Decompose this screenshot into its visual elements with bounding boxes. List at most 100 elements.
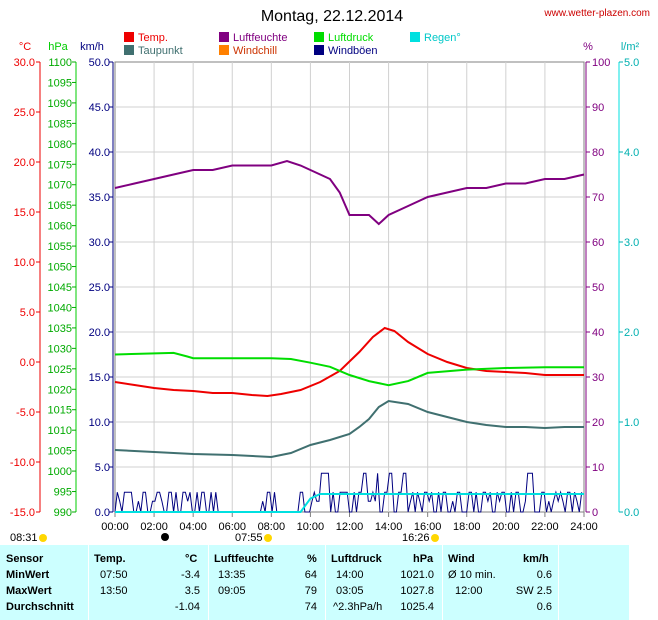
hpa-tick-label: 1100 bbox=[48, 57, 72, 69]
kmh-tick-label: 40.0 bbox=[89, 147, 110, 159]
pressure-avg-value: 1025.4 bbox=[400, 601, 434, 613]
hpa-tick-label: 1005 bbox=[48, 446, 72, 458]
sun-icon bbox=[264, 534, 272, 542]
header-sensor: Sensor bbox=[6, 553, 44, 565]
legend-label-humidity: Luftfeuchte bbox=[233, 32, 287, 44]
temp-min-time: 07:50 bbox=[100, 569, 128, 581]
wind-avg-value: 0.6 bbox=[536, 569, 552, 581]
hpa-tick-label: 1045 bbox=[48, 282, 72, 294]
grid bbox=[115, 62, 584, 512]
row-label: MinWert bbox=[6, 569, 50, 581]
pressure-min-value: 1021.0 bbox=[400, 569, 434, 581]
percent-tick-label: 20 bbox=[592, 417, 604, 429]
header-temp: Temp. bbox=[94, 553, 126, 565]
hpa-tick-label: 1085 bbox=[48, 118, 72, 130]
legend-swatch-pressure bbox=[314, 32, 324, 42]
rain-tick-label: 5.0 bbox=[624, 57, 639, 69]
celsius-tick-label: 25.0 bbox=[14, 107, 35, 119]
celsius-tick-label: 5.0 bbox=[20, 307, 35, 319]
kmh-tick-label: 30.0 bbox=[89, 237, 110, 249]
moonrise-time: 07:55 bbox=[235, 532, 263, 544]
divider bbox=[88, 545, 89, 620]
percent-tick-label: 70 bbox=[592, 192, 604, 204]
unit-percent: % bbox=[583, 41, 593, 53]
series-temp bbox=[114, 326, 584, 398]
kmh-tick-label: 0.0 bbox=[95, 507, 110, 519]
celsius-tick-label: 15.0 bbox=[14, 207, 35, 219]
legend-swatch-rain bbox=[410, 32, 420, 42]
time-tick-label: 14:00 bbox=[375, 521, 403, 533]
time-tick-label: 18:00 bbox=[453, 521, 481, 533]
pressure-max-value: 1027.8 bbox=[400, 585, 434, 597]
legend-label-temp: Temp. bbox=[138, 32, 168, 44]
kmh-tick-label: 50.0 bbox=[89, 57, 110, 69]
temp-max-value: 3.5 bbox=[184, 585, 200, 597]
hpa-tick-label: 1090 bbox=[48, 98, 72, 110]
percent-tick-label: 0 bbox=[592, 507, 598, 519]
legend-swatch-gusts bbox=[314, 45, 324, 55]
legend-swatch-dewpoint bbox=[124, 45, 134, 55]
header-temp-unit: °C bbox=[185, 553, 198, 565]
header-humidity-unit: % bbox=[307, 553, 317, 565]
kmh-tick-label: 15.0 bbox=[89, 372, 110, 384]
percent-tick-label: 90 bbox=[592, 102, 604, 114]
hpa-tick-label: 1010 bbox=[48, 425, 72, 437]
time-tick-label: 12:00 bbox=[336, 521, 364, 533]
humidity-min-time: 13:35 bbox=[218, 569, 246, 581]
hpa-tick-label: 995 bbox=[54, 487, 72, 499]
legend-swatch-windchill bbox=[219, 45, 229, 55]
header-wind-unit: km/h bbox=[523, 553, 549, 565]
time-tick-label: 22:00 bbox=[531, 521, 559, 533]
temp-min-value: -3.4 bbox=[181, 569, 200, 581]
divider bbox=[325, 545, 326, 620]
sunset-icon bbox=[431, 534, 439, 542]
series-luftdruck bbox=[114, 351, 584, 387]
sunrise-time: 08:31 bbox=[10, 532, 38, 544]
kmh-tick-label: 45.0 bbox=[89, 102, 110, 114]
wind-avg-label: Ø 10 min. bbox=[448, 569, 496, 581]
legend-swatch-temp bbox=[124, 32, 134, 42]
header-pressure-unit: hPa bbox=[413, 553, 434, 565]
time-tick-label: 04:00 bbox=[179, 521, 207, 533]
pressure-min-time: 14:00 bbox=[336, 569, 364, 581]
celsius-tick-label: 30.0 bbox=[14, 57, 35, 69]
weather-chart: Montag, 22.12.2014 www.wetter-plazen.com… bbox=[10, 8, 650, 544]
percent-tick-label: 40 bbox=[592, 327, 604, 339]
time-tick-label: 10:00 bbox=[297, 521, 325, 533]
legend-label-dewpoint: Taupunkt bbox=[138, 45, 183, 57]
temp-avg-value: -1.04 bbox=[174, 601, 200, 613]
hpa-tick-label: 1015 bbox=[48, 405, 72, 417]
rain-tick-label: 0.0 bbox=[624, 507, 639, 519]
percent-tick-label: 60 bbox=[592, 237, 604, 249]
series-taupunkt bbox=[114, 399, 584, 459]
hpa-tick-label: 1020 bbox=[48, 384, 72, 396]
legend-label-rain: Regen° bbox=[424, 32, 461, 44]
hpa-tick-label: 1050 bbox=[48, 262, 72, 274]
time-tick-label: 00:00 bbox=[101, 521, 129, 533]
sunrise-icon bbox=[39, 534, 47, 542]
unit-kmh: km/h bbox=[80, 41, 104, 53]
wind-avg-day-value: 0.6 bbox=[536, 601, 552, 613]
time-tick-label: 24:00 bbox=[570, 521, 598, 533]
row-label: Durchschnitt bbox=[6, 601, 74, 613]
legend: Temp. Luftfeuchte Luftdruck Regen° Taupunkt W… bbox=[124, 32, 461, 57]
humidity-max-time: 09:05 bbox=[218, 585, 246, 597]
kmh-tick-label: 35.0 bbox=[89, 192, 110, 204]
time-tick-label: 20:00 bbox=[492, 521, 520, 533]
percent-tick-label: 100 bbox=[592, 57, 610, 69]
hpa-tick-label: 1095 bbox=[48, 77, 72, 89]
sun-events: 08:31 07:55 16:26 bbox=[10, 532, 439, 544]
site-link[interactable]: www.wetter-plazen.com bbox=[543, 8, 650, 19]
legend-label-windchill: Windchill bbox=[233, 45, 277, 57]
rain-tick-label: 1.0 bbox=[624, 417, 639, 429]
header-wind: Wind bbox=[448, 553, 475, 565]
time-tick-label: 16:00 bbox=[414, 521, 442, 533]
hpa-tick-label: 1075 bbox=[48, 159, 72, 171]
divider bbox=[442, 545, 443, 620]
kmh-tick-label: 20.0 bbox=[89, 327, 110, 339]
pressure-trend: ^2.3hPa/h bbox=[333, 601, 383, 613]
hpa-tick-label: 1065 bbox=[48, 200, 72, 212]
celsius-tick-label: -5.0 bbox=[16, 407, 35, 419]
humidity-max-value: 79 bbox=[304, 585, 317, 597]
header-pressure: Luftdruck bbox=[331, 553, 382, 565]
